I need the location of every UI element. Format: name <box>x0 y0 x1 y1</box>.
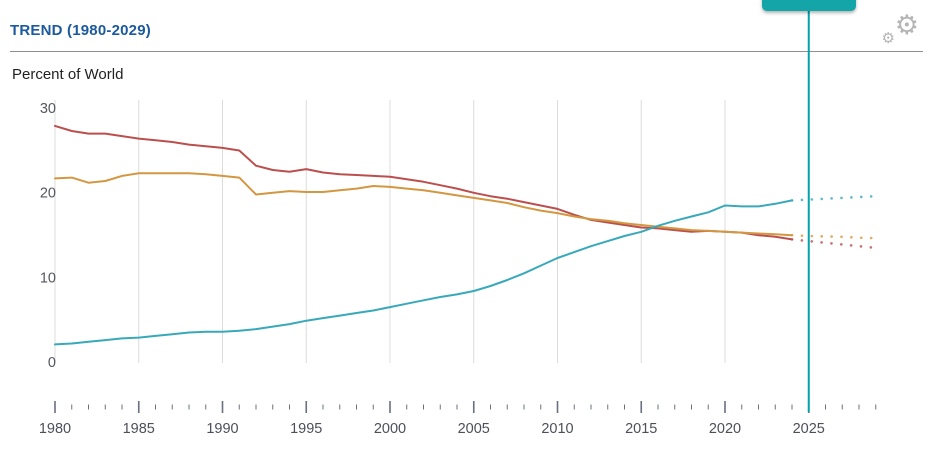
gear-icon-small: ⚙ <box>881 30 895 47</box>
series-red-history-line[interactable] <box>54 124 793 241</box>
year-slider-handle[interactable] <box>762 0 856 11</box>
x-axis-label-2010: 2010 <box>541 421 573 437</box>
x-axis-label-2020: 2020 <box>709 421 741 437</box>
x-axis-label-2025: 2025 <box>793 421 825 437</box>
x-axis-label-1985: 1985 <box>123 421 155 437</box>
y-axis-label-10: 10 <box>40 270 56 286</box>
panel-title: TREND (1980-2029) <box>10 22 151 39</box>
series-teal-projection-dotted-line[interactable] <box>790 194 878 202</box>
x-axis-label-2000: 2000 <box>374 421 406 437</box>
y-axis-label-30: 30 <box>40 101 56 117</box>
series-orange-projection-dotted-line[interactable] <box>790 233 878 240</box>
y-axis-label-20: 20 <box>40 186 56 202</box>
settings-button[interactable]: ⚙ ⚙ <box>877 10 921 50</box>
gear-icon: ⚙ <box>894 10 919 40</box>
x-axis-label-1980: 1980 <box>39 421 71 437</box>
x-axis-label-2005: 2005 <box>458 421 490 437</box>
series-orange-history-line[interactable] <box>54 172 793 237</box>
x-axis-label-1990: 1990 <box>206 421 238 437</box>
series-teal-history-line[interactable] <box>54 199 793 346</box>
series-red-projection-dotted-line[interactable] <box>790 238 878 250</box>
x-axis-label-1995: 1995 <box>290 421 322 437</box>
chart-unit-label: Percent of World <box>12 66 124 83</box>
y-axis-label-0: 0 <box>48 355 56 371</box>
header-divider <box>10 51 923 52</box>
x-axis-label-2015: 2015 <box>625 421 657 437</box>
